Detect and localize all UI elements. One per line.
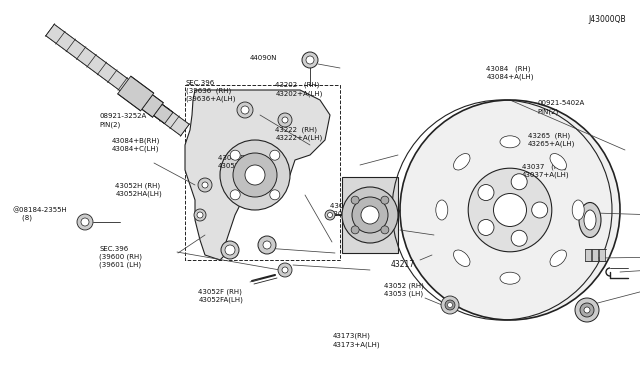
Circle shape <box>194 209 206 221</box>
Text: SEC.396
(39636  (RH)
(39636+A(LH): SEC.396 (39636 (RH) (39636+A(LH) <box>186 80 236 102</box>
Ellipse shape <box>454 250 470 266</box>
Ellipse shape <box>550 250 566 266</box>
Text: 43217: 43217 <box>390 260 415 269</box>
Ellipse shape <box>579 202 601 237</box>
Circle shape <box>381 226 389 234</box>
Circle shape <box>230 190 240 200</box>
Circle shape <box>77 214 93 230</box>
Ellipse shape <box>572 200 584 220</box>
Circle shape <box>233 153 277 197</box>
Circle shape <box>441 296 459 314</box>
Circle shape <box>400 100 620 320</box>
Ellipse shape <box>584 210 596 230</box>
Circle shape <box>361 206 379 224</box>
Circle shape <box>202 182 208 188</box>
Text: 43202   (RH)
43202+A(LH): 43202 (RH) 43202+A(LH) <box>275 82 323 97</box>
Text: 43037   (RH)
43037+A(LH): 43037 (RH) 43037+A(LH) <box>522 164 569 179</box>
Circle shape <box>282 267 288 273</box>
Text: 08921-3252A
PIN(2): 08921-3252A PIN(2) <box>99 113 147 128</box>
Circle shape <box>245 165 265 185</box>
Ellipse shape <box>436 200 448 220</box>
FancyBboxPatch shape <box>342 177 398 253</box>
Circle shape <box>478 185 494 201</box>
Circle shape <box>306 56 314 64</box>
Circle shape <box>270 190 280 200</box>
Text: 44090N: 44090N <box>250 55 277 61</box>
Circle shape <box>198 178 212 192</box>
Circle shape <box>351 196 359 204</box>
Text: 43052D (RH)
43052DA(LH): 43052D (RH) 43052DA(LH) <box>218 154 264 169</box>
Circle shape <box>221 241 239 259</box>
Circle shape <box>532 202 548 218</box>
Circle shape <box>197 212 203 218</box>
Circle shape <box>282 117 288 123</box>
Text: 00921-5402A
PIN(2): 00921-5402A PIN(2) <box>538 100 585 115</box>
Circle shape <box>381 196 389 204</box>
Circle shape <box>351 226 359 234</box>
Text: 43222  (RH)
43222+A(LH): 43222 (RH) 43222+A(LH) <box>275 126 323 141</box>
Ellipse shape <box>500 136 520 148</box>
FancyBboxPatch shape <box>585 249 591 261</box>
Polygon shape <box>185 90 330 260</box>
Polygon shape <box>118 76 154 111</box>
Polygon shape <box>142 95 163 117</box>
FancyBboxPatch shape <box>599 249 605 261</box>
Circle shape <box>511 230 527 246</box>
Text: 43052E (RH)
43052EA(LH): 43052E (RH) 43052EA(LH) <box>330 203 376 218</box>
Ellipse shape <box>454 154 470 170</box>
Circle shape <box>575 298 599 322</box>
Text: J43000QB: J43000QB <box>588 15 626 24</box>
Text: 43265  (RH)
43265+A(LH): 43265 (RH) 43265+A(LH) <box>528 132 575 147</box>
Polygon shape <box>154 105 173 124</box>
Circle shape <box>580 303 594 317</box>
Circle shape <box>220 140 290 210</box>
Circle shape <box>468 168 552 252</box>
Text: 43084+B(RH)
43084+C(LH): 43084+B(RH) 43084+C(LH) <box>112 138 161 153</box>
Circle shape <box>302 52 318 68</box>
Polygon shape <box>46 25 189 136</box>
Circle shape <box>81 218 89 226</box>
Circle shape <box>511 174 527 190</box>
Circle shape <box>478 219 494 235</box>
Circle shape <box>445 300 455 310</box>
Circle shape <box>328 212 333 218</box>
Circle shape <box>230 150 240 160</box>
Circle shape <box>225 245 235 255</box>
Circle shape <box>270 150 280 160</box>
Text: 43084   (RH)
43084+A(LH): 43084 (RH) 43084+A(LH) <box>486 65 534 80</box>
Circle shape <box>278 113 292 127</box>
Circle shape <box>237 102 253 118</box>
Text: 43052F (RH)
43052FA(LH): 43052F (RH) 43052FA(LH) <box>198 288 243 303</box>
Text: 43052H (RH)
43052HA(LH): 43052H (RH) 43052HA(LH) <box>115 182 162 197</box>
Circle shape <box>278 263 292 277</box>
Circle shape <box>342 187 398 243</box>
Text: @08184-2355H
    (8): @08184-2355H (8) <box>13 206 68 221</box>
Text: 43052 (RH)
43053 (LH): 43052 (RH) 43053 (LH) <box>384 283 424 298</box>
Ellipse shape <box>550 154 566 170</box>
Circle shape <box>493 193 527 227</box>
Ellipse shape <box>500 272 520 284</box>
Circle shape <box>241 106 249 114</box>
Circle shape <box>447 302 452 308</box>
Text: 43173(RH)
43173+A(LH): 43173(RH) 43173+A(LH) <box>333 333 380 348</box>
Circle shape <box>352 197 388 233</box>
Circle shape <box>325 210 335 220</box>
Circle shape <box>584 307 590 313</box>
Circle shape <box>263 241 271 249</box>
FancyBboxPatch shape <box>592 249 598 261</box>
Circle shape <box>258 236 276 254</box>
Text: SEC.396
(39600 (RH)
(39601 (LH): SEC.396 (39600 (RH) (39601 (LH) <box>99 246 142 268</box>
